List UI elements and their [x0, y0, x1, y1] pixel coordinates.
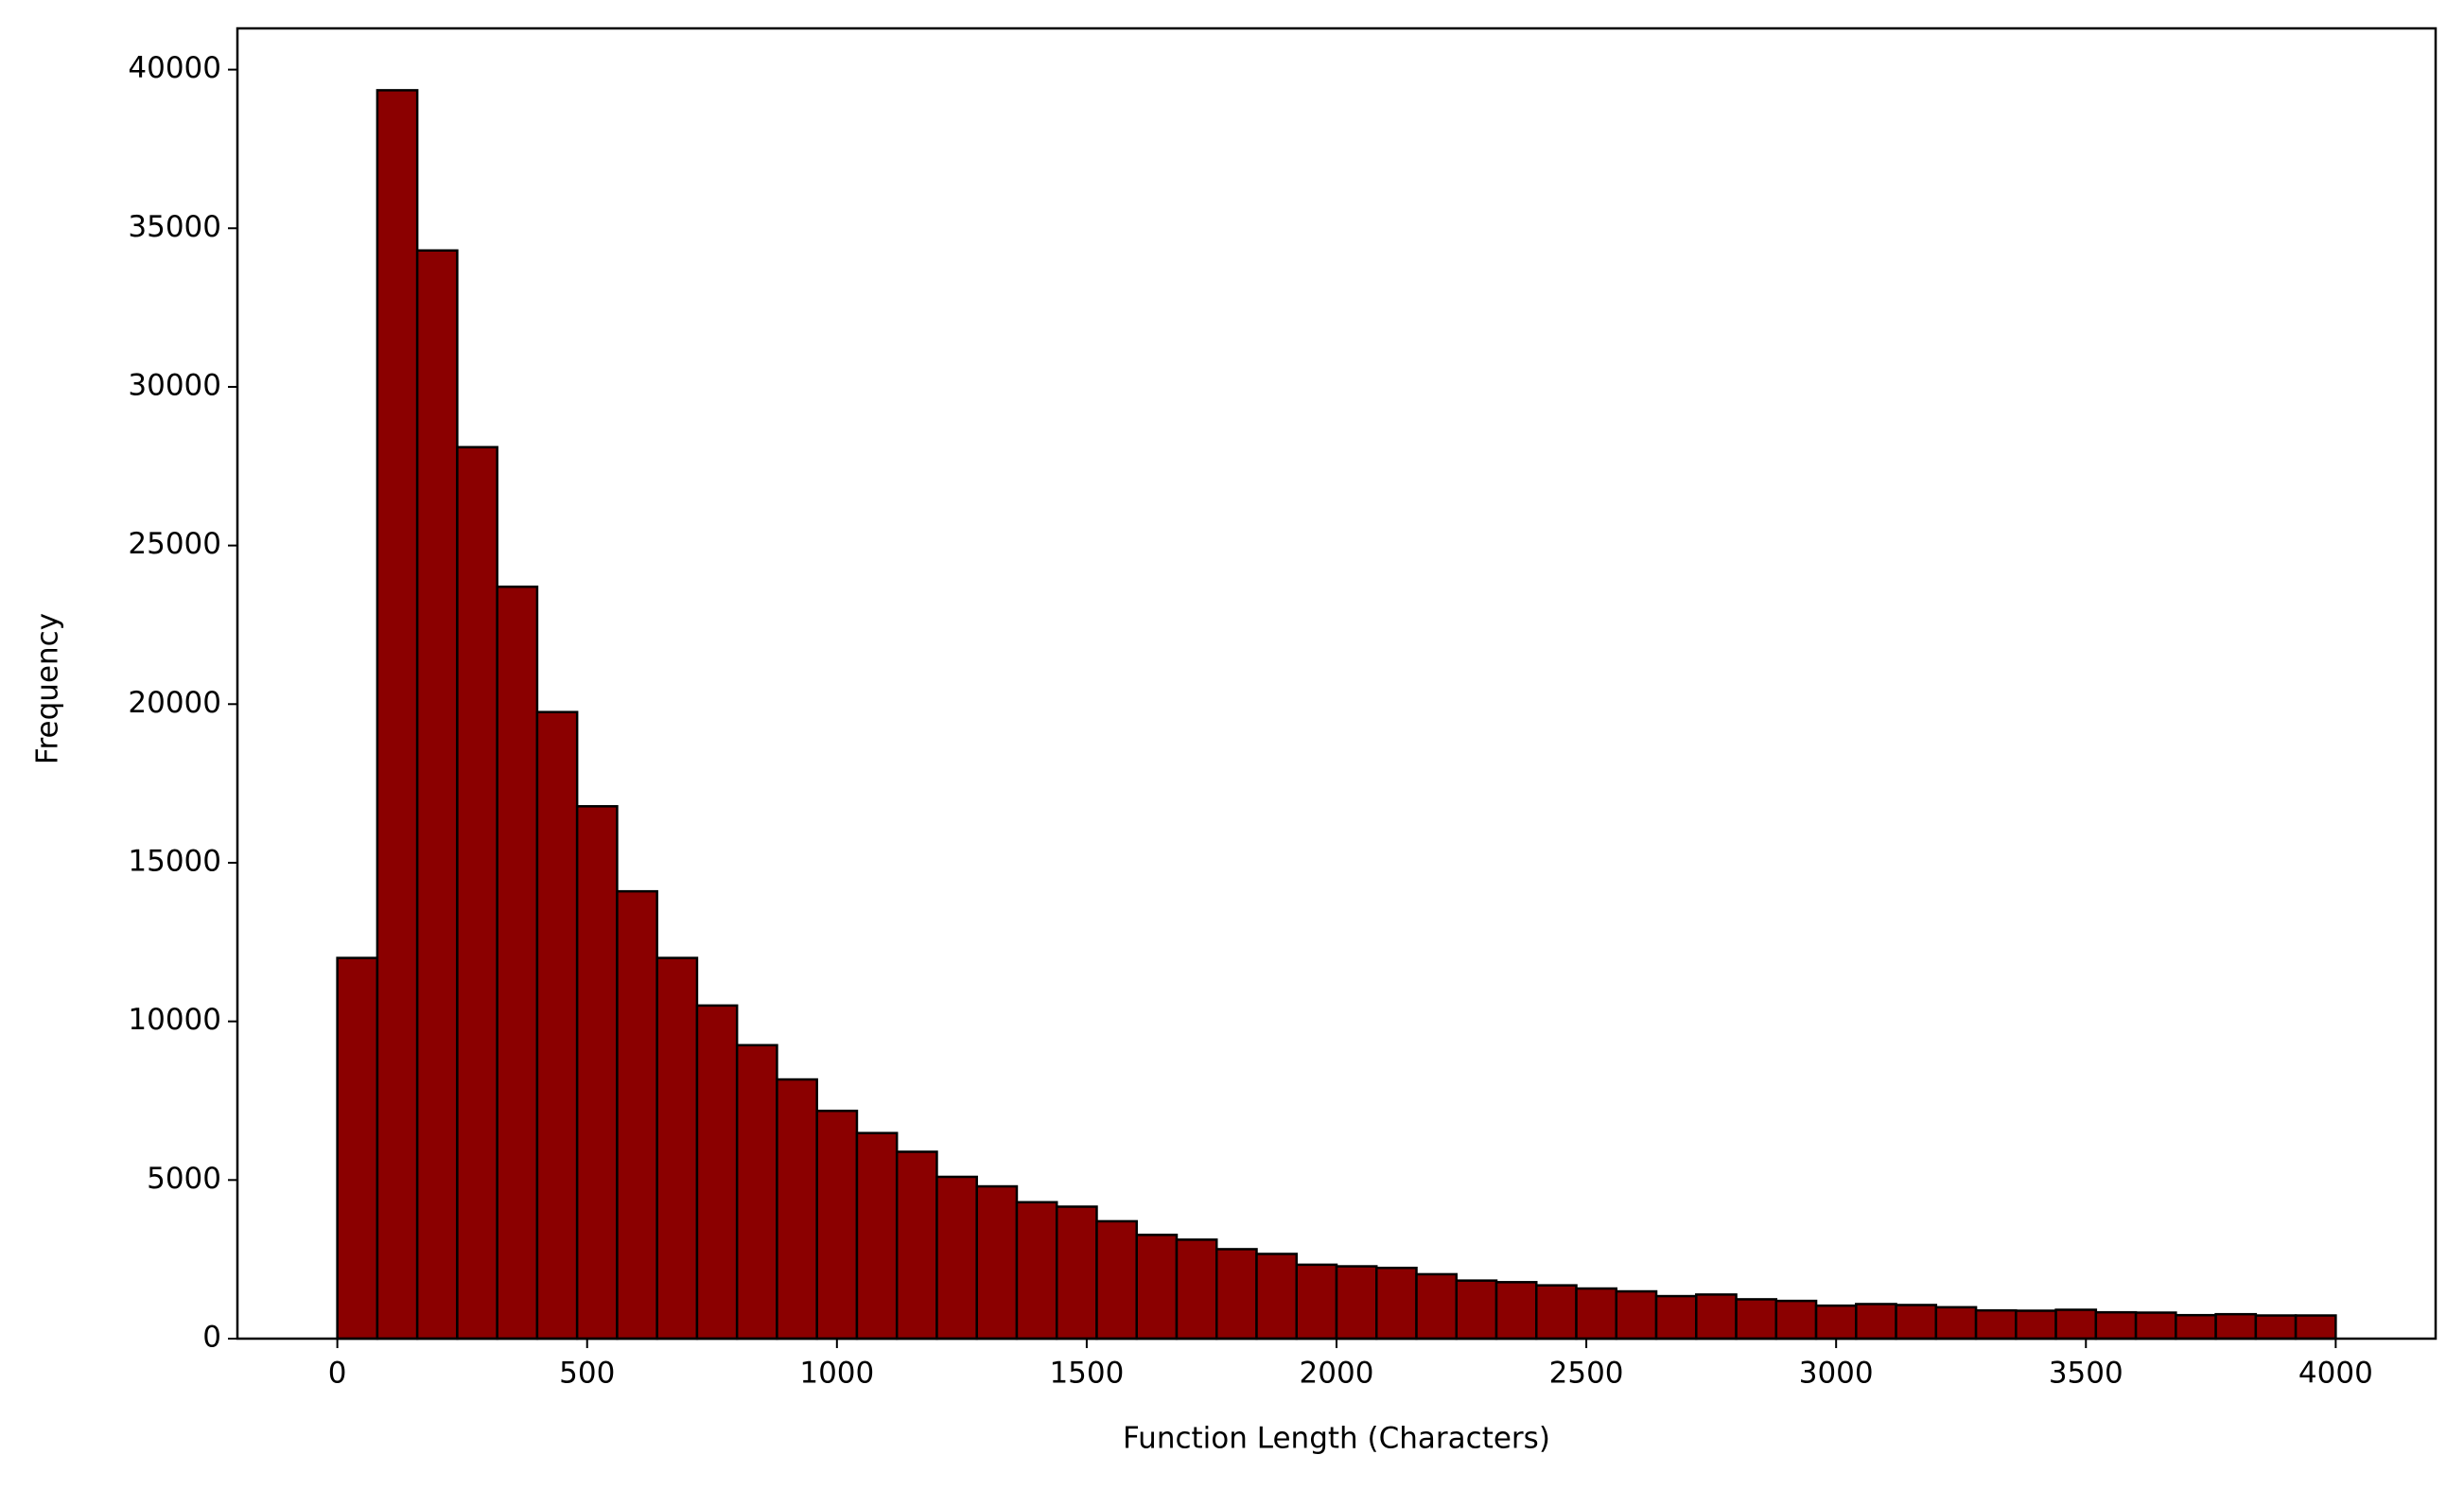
bar: [895, 1150, 938, 1341]
bar: [1055, 1205, 1098, 1341]
x-tick-label: 3000: [1799, 1357, 1874, 1391]
bar: [1415, 1272, 1459, 1341]
bar: [855, 1131, 899, 1341]
bar: [1735, 1298, 1778, 1341]
bar: [655, 956, 699, 1341]
x-tick-label: 2500: [1549, 1357, 1624, 1391]
bar: [2294, 1314, 2337, 1341]
bar: [695, 1004, 739, 1341]
bar: [2054, 1308, 2098, 1341]
x-tick-label: 500: [559, 1357, 615, 1391]
bar: [1095, 1219, 1138, 1341]
bar: [935, 1175, 978, 1341]
y-tick-label: 20000: [128, 686, 221, 720]
bar: [376, 89, 419, 1341]
bar: [415, 249, 459, 1341]
bar: [1295, 1263, 1338, 1341]
x-tick-label: 3500: [2049, 1357, 2123, 1391]
bar: [336, 956, 379, 1341]
y-tick-label: 40000: [128, 51, 221, 85]
bar: [975, 1184, 1019, 1341]
bar: [1455, 1279, 1498, 1341]
bar: [1175, 1238, 1218, 1341]
y-tick-label: 35000: [128, 210, 221, 244]
bar: [1575, 1287, 1618, 1341]
bar: [2134, 1311, 2177, 1341]
bar: [1615, 1289, 1658, 1341]
bar: [535, 710, 579, 1341]
bar: [1015, 1201, 1058, 1341]
x-tick-label: 4000: [2298, 1357, 2373, 1391]
bar: [496, 585, 539, 1341]
bar: [1934, 1306, 1978, 1341]
y-tick-label: 5000: [147, 1162, 221, 1196]
bar: [1895, 1304, 1938, 1341]
bar: [2094, 1310, 2138, 1341]
bar: [2175, 1313, 2217, 1341]
bar: [1654, 1294, 1698, 1341]
bar: [616, 889, 658, 1341]
bar: [1215, 1248, 1258, 1341]
bar: [776, 1078, 818, 1341]
y-tick-label: 25000: [128, 527, 221, 561]
bar: [2015, 1309, 2057, 1341]
bar: [575, 805, 619, 1341]
bar: [1494, 1281, 1538, 1341]
bar: [1135, 1234, 1179, 1341]
bar: [1375, 1266, 1418, 1341]
x-tick-label: 1000: [799, 1357, 874, 1391]
bar: [1255, 1253, 1298, 1341]
y-tick-label: 30000: [128, 368, 221, 402]
x-tick-label: 0: [328, 1357, 347, 1391]
x-tick-label: 1500: [1049, 1357, 1124, 1391]
bar: [1335, 1265, 1378, 1341]
bar: [2254, 1314, 2298, 1341]
y-tick-label: 10000: [128, 1003, 221, 1037]
bar: [815, 1109, 859, 1341]
y-tick-label: 0: [202, 1321, 221, 1355]
bar: [735, 1043, 778, 1341]
x-axis-label: Function Length (Characters): [1123, 1422, 1550, 1456]
y-tick-label: 15000: [128, 844, 221, 878]
bar: [1855, 1303, 1897, 1341]
bar: [1974, 1308, 2018, 1341]
x-tick-label: 2000: [1300, 1357, 1374, 1391]
bar: [2214, 1312, 2258, 1341]
bar: [1535, 1284, 1578, 1341]
bar: [1774, 1299, 1818, 1341]
y-axis-label: Frequency: [31, 613, 65, 764]
bar: [456, 446, 498, 1341]
bar: [1814, 1304, 1858, 1341]
bar: [1695, 1293, 1738, 1341]
